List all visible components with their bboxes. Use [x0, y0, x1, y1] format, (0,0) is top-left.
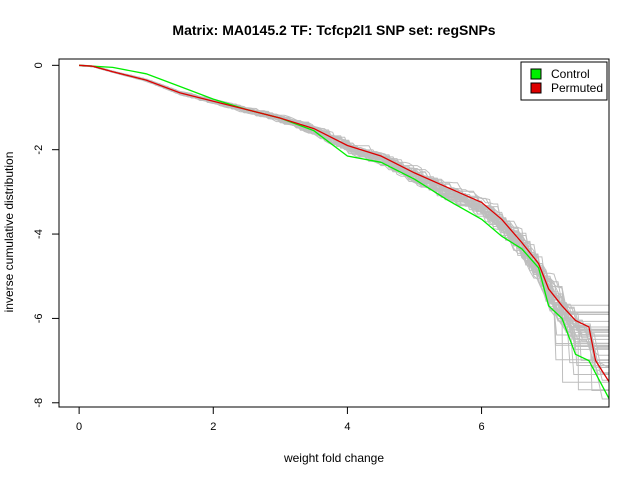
x-tick-label: 4: [344, 421, 350, 433]
legend-label-permuted: Permuted: [551, 81, 603, 95]
y-tick-label: -8: [33, 398, 45, 408]
legend: Control Permuted: [520, 61, 608, 101]
y-tick-label: 0: [33, 62, 45, 68]
legend-swatch-control: [530, 68, 542, 80]
y-tick-label: -6: [33, 314, 45, 324]
legend-label-control: Control: [551, 67, 590, 81]
y-axis-label: inverse cumulative distribution: [2, 152, 16, 313]
x-axis-label: weight fold change: [283, 451, 384, 465]
main-series-group: [79, 64, 610, 399]
x-tick-label: 6: [478, 421, 484, 433]
y-tick-label: -4: [33, 229, 45, 239]
x-axis: 0 2 4 6: [76, 406, 485, 433]
series-line-control: [79, 64, 610, 399]
x-tick-label: 0: [76, 421, 82, 433]
series-line-permuted: [79, 64, 610, 383]
legend-swatch-permuted: [530, 82, 542, 94]
y-axis: 0 -2 -4 -6 -8: [33, 62, 60, 408]
y-tick-label: -2: [33, 145, 45, 155]
permutation-series-line: [79, 64, 609, 350]
chart-title: Matrix: MA0145.2 TF: Tcfcp2l1 SNP set: r…: [172, 22, 495, 38]
x-tick-label: 2: [210, 421, 216, 433]
legend-box: [520, 61, 608, 101]
